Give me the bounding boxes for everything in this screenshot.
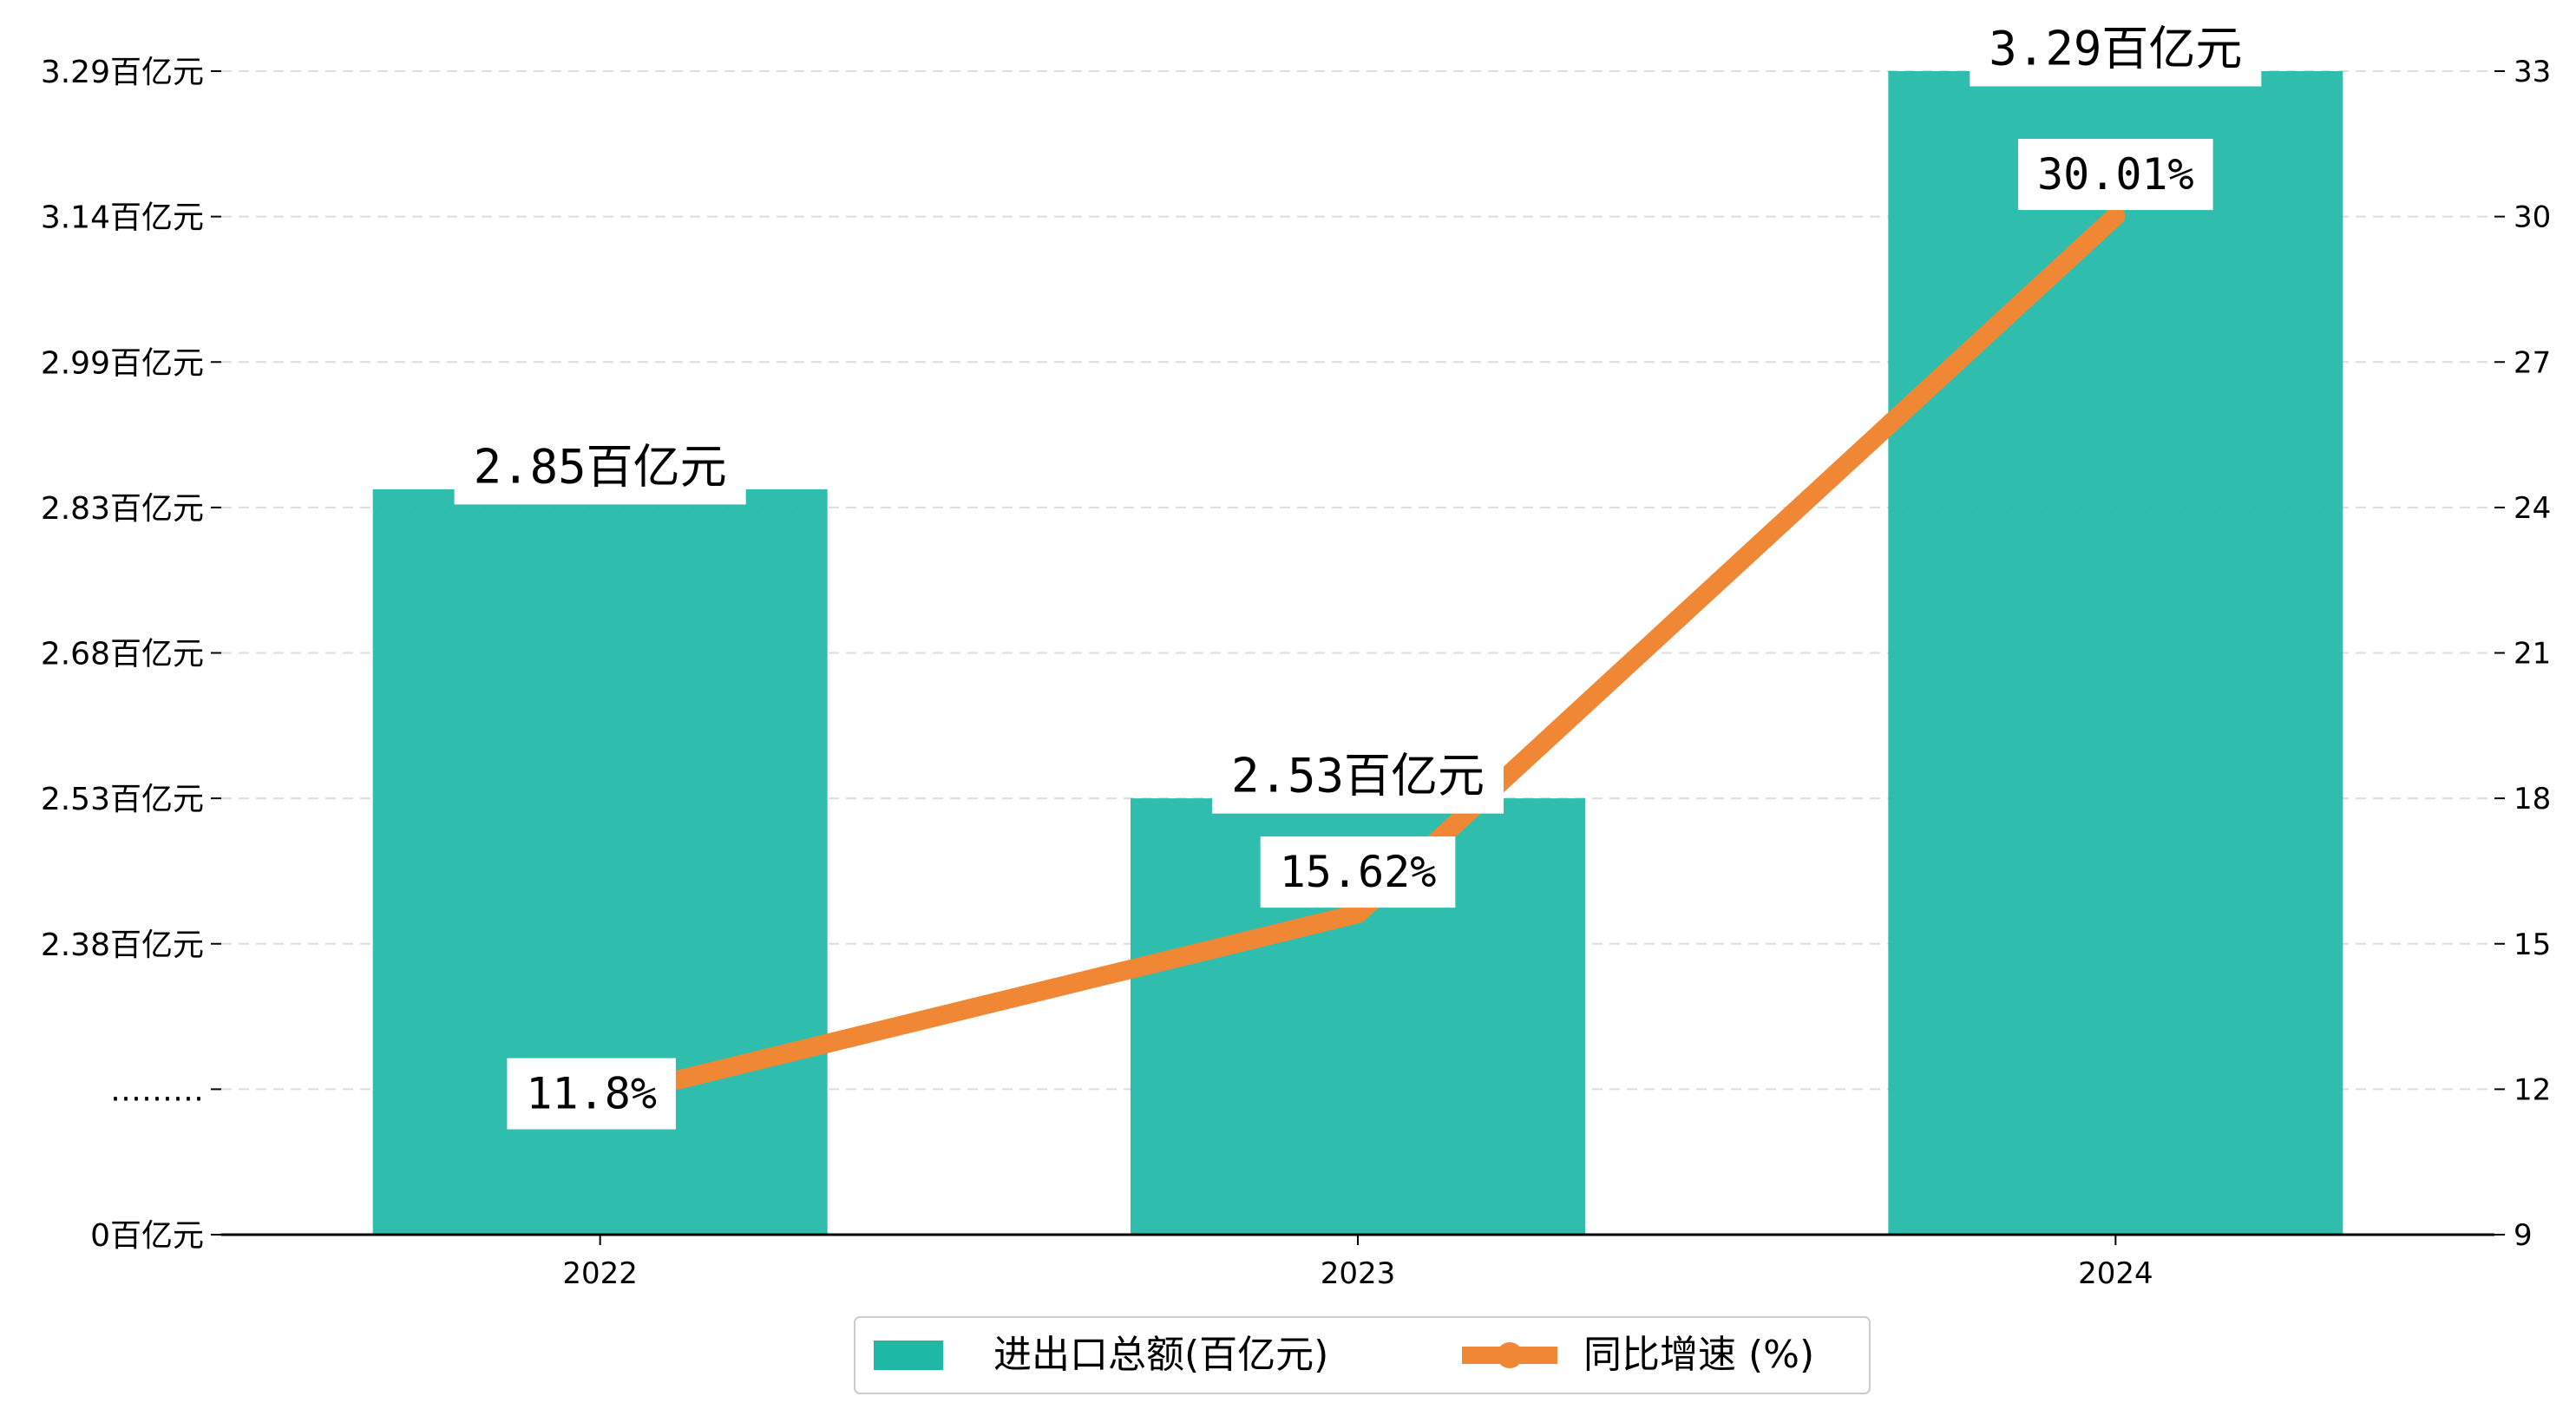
bar-value-label-text: 2.85百亿元 [474,439,727,494]
legend-label-line: 同比增速 (%) [1583,1333,1814,1377]
growth-value-label-box [1260,836,1456,908]
y-left-tick-label: 3.14百亿元 [41,200,204,236]
y-left-tick-label: ……… [110,1072,204,1108]
y-right-tick-label: 9 [2514,1218,2533,1253]
y-right-tick-label: 30 [2514,200,2551,235]
growth-value-label-text: 15.62% [1280,847,1437,897]
bar-2024 [1888,71,2343,1235]
y-right-tick-label: 18 [2514,782,2551,816]
growth-value-label-box [507,1058,676,1130]
y-right-tick-label: 27 [2514,345,2551,380]
line-point-2023 [1348,904,1367,924]
legend-swatch-marker [1497,1342,1523,1368]
bar-value-label: 3.29百亿元 [1970,10,2262,87]
y-right-tick-label: 12 [2514,1072,2551,1107]
growth-value-label: 11.8% [507,1058,676,1130]
growth-value-label: 30.01% [2018,139,2213,211]
data-labels: 2.85百亿元 2.53百亿元 3.29百亿元 11.8% 15.62% 30.01% [454,10,2262,1130]
legend: 进出口总额(百亿元) 同比增速 (%) [854,1316,1871,1394]
y-right-tick-label: 15 [2514,928,2551,962]
growth-value-label-text: 30.01% [2037,149,2194,200]
y-right-tick-label: 21 [2514,637,2551,672]
x-tick-label: 2024 [2078,1256,2153,1291]
growth-value-label: 15.62% [1260,836,1456,908]
line-point-2024 [2106,206,2126,226]
legend-swatch-bar [874,1341,943,1370]
legend-label-bar: 进出口总额(百亿元) [993,1333,1328,1377]
x-tick-label: 2023 [1321,1256,1396,1291]
growth-value-label-box [2018,139,2213,211]
x-tick-label: 2022 [562,1256,638,1291]
bar-value-label-box [1211,738,1504,814]
y-right-tick-label: 33 [2514,55,2551,89]
bar-value-label-text: 2.53百亿元 [1231,749,1485,803]
y-right-tick-label: 24 [2514,491,2551,526]
y-left-tick-label: 0百亿元 [90,1218,204,1254]
y-left-tick-label: 2.83百亿元 [41,491,204,527]
bar-value-label-box [454,429,746,505]
legend-box [854,1316,1871,1394]
y-left-tick-label: 2.53百亿元 [41,782,204,817]
y-left-tick-label: 3.29百亿元 [41,55,204,90]
bar-value-label-box [1970,10,2262,87]
y-left-tick-label: 2.99百亿元 [41,345,204,381]
axes: 0百亿元 ……… 2.38百亿元 2.53百亿元 2.68百亿元 2.83百亿元 2.99百… [41,55,2551,1291]
growth-value-label-text: 11.8% [526,1069,657,1119]
bar-value-label-text: 3.29百亿元 [1989,22,2242,76]
y-left-tick-label: 2.38百亿元 [41,928,204,963]
bar-series [372,71,2343,1235]
bar-value-label: 2.85百亿元 [454,429,746,505]
bar-value-label: 2.53百亿元 [1211,738,1504,814]
y-left-tick-label: 2.68百亿元 [41,637,204,672]
